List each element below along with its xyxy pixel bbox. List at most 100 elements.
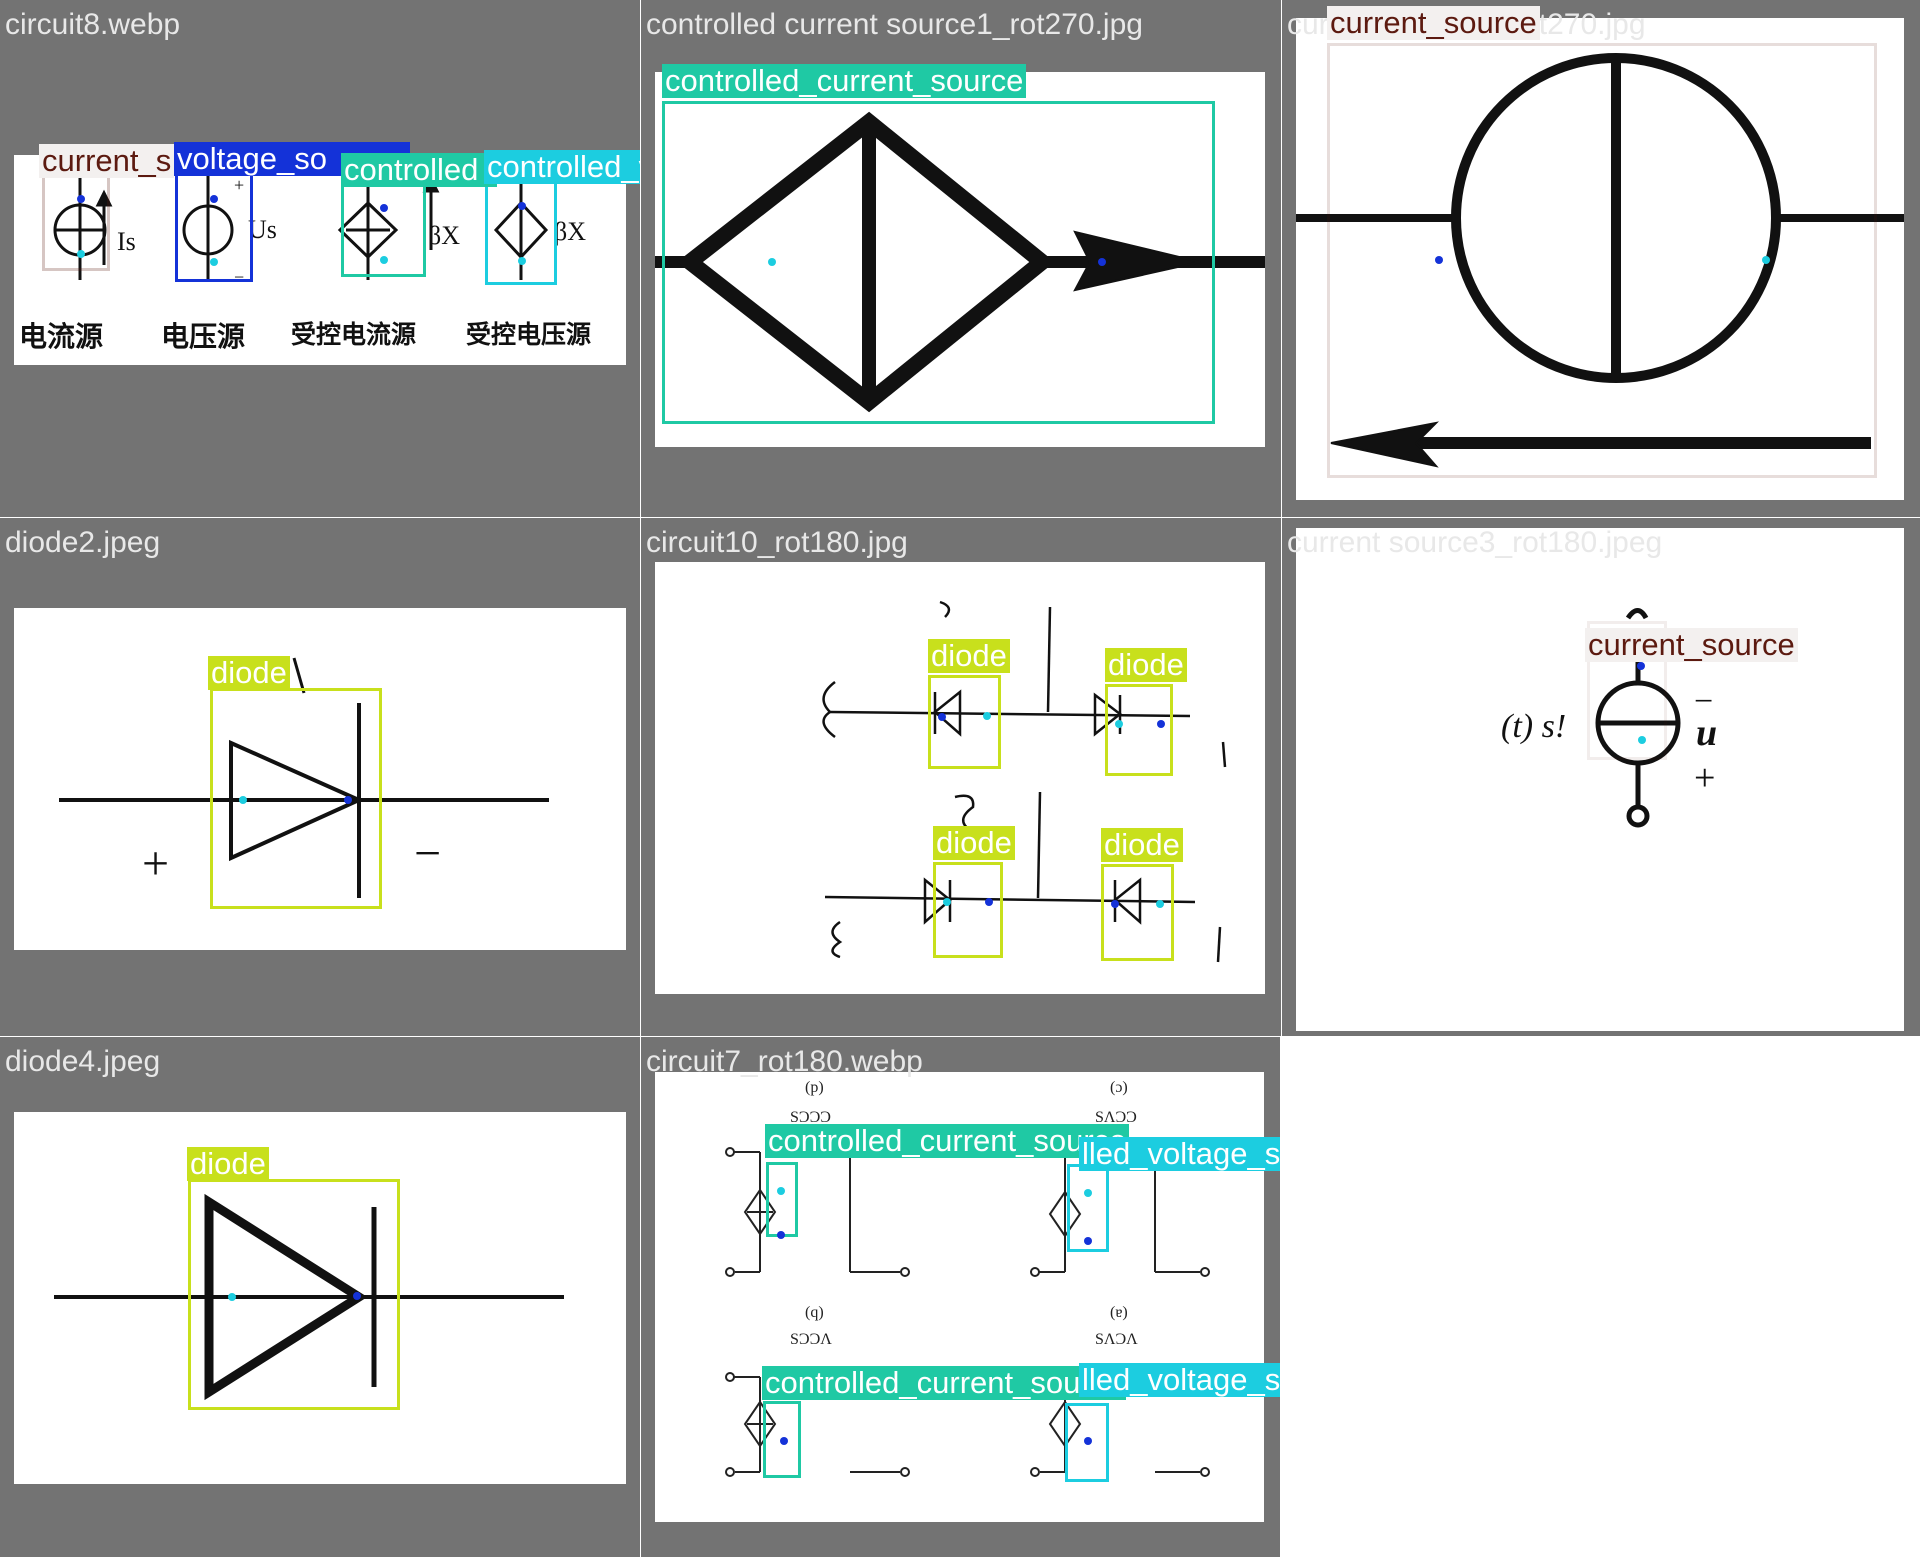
- caption-text: SƆƆƆ: [790, 1109, 831, 1126]
- bbox-controlled-current-source: [763, 1401, 801, 1478]
- tile-circuit7: circuit7_rot180.webp (p) (ɔ): [641, 1037, 1280, 1557]
- keypoint: [768, 258, 776, 266]
- tile-current-source3: current source3_rot180.jpeg − u + (t) s!…: [1282, 518, 1920, 1036]
- minus-sign: −: [1694, 683, 1714, 720]
- keypoint: [985, 898, 993, 906]
- label-current-source: current_s: [39, 144, 175, 178]
- caption-voltage-source: 电压源: [161, 320, 246, 353]
- keypoint: [1084, 1237, 1092, 1245]
- circuit10-drawing: [822, 600, 1227, 963]
- tile-filename: controlled current source1_rot270.jpg: [646, 8, 1143, 41]
- keypoint: [228, 1293, 236, 1301]
- keypoint: [1637, 662, 1645, 670]
- plus-sign: +: [234, 175, 245, 195]
- keypoint: [1098, 258, 1106, 266]
- bbox-current-source: [42, 163, 110, 271]
- current-source-drawing: [1595, 608, 1681, 828]
- keypoint: [1084, 1437, 1092, 1445]
- keypoint: [210, 258, 218, 266]
- keypoint: [777, 1187, 785, 1195]
- keypoint: [943, 898, 951, 906]
- bbox-controlled-current-source: [662, 101, 1215, 424]
- caption-text: (p): [805, 1079, 824, 1096]
- keypoint: [518, 202, 526, 210]
- label-controlled-voltage-source: controlled_voltage_source: [484, 150, 640, 184]
- keypoint: [777, 1231, 785, 1239]
- plus-sign: +: [142, 837, 170, 890]
- keypoint: [1084, 1189, 1092, 1197]
- image-paper: [655, 562, 1265, 994]
- is-symbol: Is: [117, 227, 136, 256]
- circuit7-drawing: (p) (ɔ) SƆƆƆ SΛƆƆ (q) (ɐ) SƆƆΛ SΛƆΛ: [725, 1079, 1210, 1477]
- tile-filename: current source3_rot180.jpeg: [1287, 526, 1663, 559]
- is-t-symbol: (t) s!: [1501, 708, 1567, 745]
- bbox-diode: [210, 688, 382, 909]
- bbox-controlled-current-source: [766, 1162, 798, 1237]
- image-paper: − u + (t) s!: [1296, 528, 1904, 1031]
- label-current-source: current_source: [1327, 6, 1540, 40]
- label-diode: diode: [208, 656, 290, 690]
- beta-x-symbol: βX: [428, 221, 461, 250]
- label-diode: diode: [1105, 648, 1187, 682]
- tile-current-source2: current source2_rot270.jpg current_sourc…: [1282, 0, 1920, 517]
- beta-x-symbol: βX: [554, 217, 587, 246]
- label-controlled-current-source: controlled_current_source: [765, 1124, 1130, 1158]
- label-controlled-voltage-source: lled_voltage_source: [1079, 1363, 1280, 1397]
- keypoint: [983, 712, 991, 720]
- tile-filename: circuit8.webp: [5, 8, 181, 41]
- u-symbol: u: [1696, 712, 1718, 754]
- tile-filename: circuit7_rot180.webp: [646, 1045, 923, 1078]
- keypoint: [77, 250, 85, 258]
- bbox-diode: [1101, 864, 1174, 961]
- keypoint: [518, 257, 526, 265]
- label-diode: diode: [1101, 828, 1183, 862]
- caption-text: (ɔ): [1110, 1079, 1128, 1096]
- keypoint: [938, 713, 946, 721]
- label-controlled-current-source: controlled_current_source: [762, 1366, 1127, 1400]
- keypoint: [353, 1292, 361, 1300]
- label-diode: diode: [187, 1147, 269, 1181]
- label-diode: diode: [928, 639, 1010, 673]
- image-paper: + −: [14, 608, 626, 950]
- bbox-diode: [933, 862, 1003, 958]
- tile-circuit10: circuit10_rot180.jpg: [641, 518, 1281, 1036]
- bbox-current-source: [1587, 621, 1667, 760]
- keypoint: [1762, 256, 1770, 264]
- bbox-diode: [928, 675, 1001, 769]
- label-diode: diode: [933, 826, 1015, 860]
- bbox-controlled-voltage-source: [1065, 1403, 1109, 1482]
- keypoint: [239, 796, 247, 804]
- minus-sign: −: [414, 827, 442, 880]
- caption-text: SΛƆΛ: [1095, 1331, 1138, 1348]
- bbox-diode: [1105, 684, 1173, 776]
- current-source-drawing: [1296, 53, 1904, 468]
- keypoint: [780, 1437, 788, 1445]
- empty-grid-cell: [1281, 1037, 1920, 1557]
- caption-controlled-current-source: 受控电流源: [291, 320, 417, 349]
- diode-drawing: [59, 657, 549, 898]
- keypoint: [210, 195, 218, 203]
- controlled-current-source-drawing: [655, 111, 1265, 413]
- minus-sign: −: [234, 267, 245, 287]
- diode-drawing: [54, 1193, 564, 1401]
- label-current-source: current_source: [1585, 628, 1798, 662]
- tile-diode4: diode4.jpeg diode: [0, 1037, 640, 1557]
- bbox-current-source: [1327, 43, 1877, 478]
- keypoint: [1156, 900, 1164, 908]
- tile-controlled-current-source1: controlled current source1_rot270.jpg co…: [641, 0, 1281, 517]
- caption-text: SΛƆƆ: [1095, 1109, 1137, 1126]
- caption-text: SƆƆΛ: [790, 1331, 832, 1348]
- tile-circuit8: circuit8.webp Is Us βX βX + − 电流源 电压源 受控…: [0, 0, 640, 517]
- keypoint: [1435, 256, 1443, 264]
- keypoint: [1638, 736, 1646, 744]
- keypoint: [77, 195, 85, 203]
- image-paper: [655, 72, 1265, 447]
- tile-diode2: diode2.jpeg + − diode: [0, 518, 640, 1036]
- caption-text: (q): [805, 1304, 824, 1321]
- tile-filename: diode2.jpeg: [5, 526, 161, 559]
- keypoint: [380, 204, 388, 212]
- label-controlled-voltage-source: lled_voltage_source: [1079, 1137, 1280, 1171]
- caption-current-source: 电流源: [19, 320, 104, 353]
- label-controlled-current-source: controlled_current_source: [662, 64, 1027, 98]
- keypoint: [1157, 720, 1165, 728]
